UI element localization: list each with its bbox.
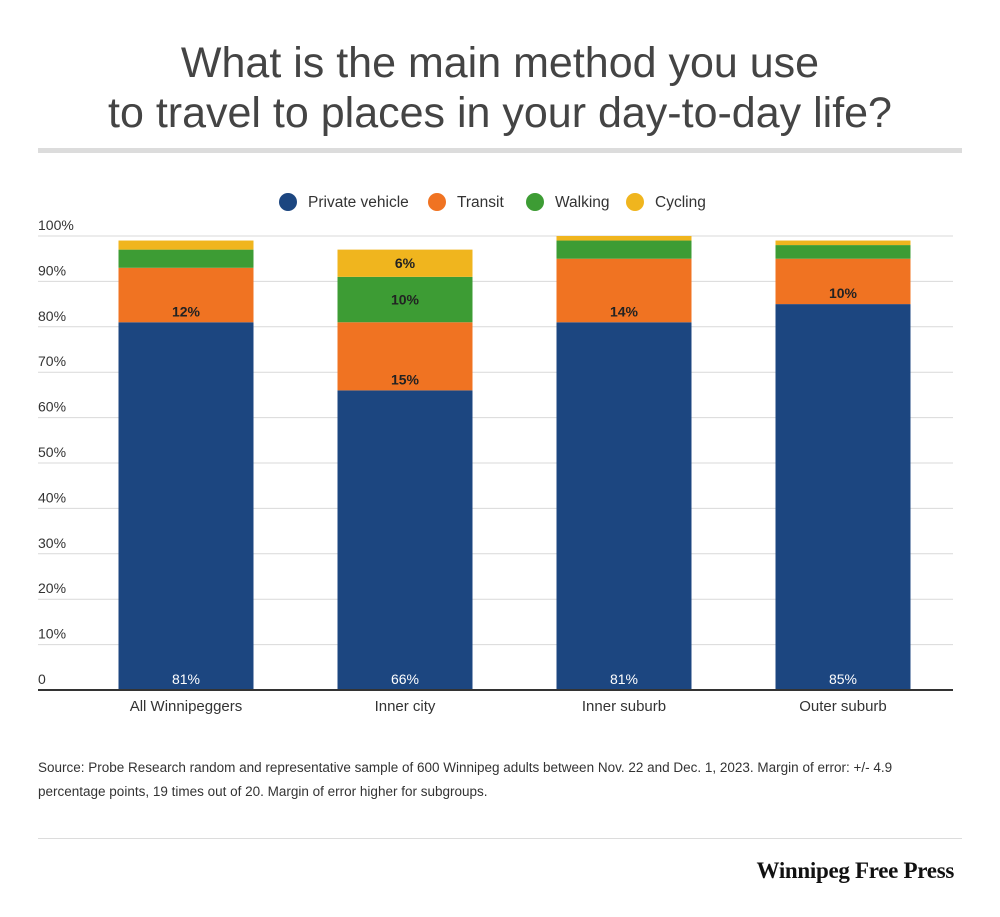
bar-segment-0-0 [118,322,254,690]
data-label-1-3: 6% [395,255,416,271]
data-label-0-0: 81% [172,671,200,687]
title-line-2: to travel to places in your day-to-day l… [108,89,892,137]
y-tick-label-8: 80% [38,308,66,324]
bar-segment-2-1 [556,258,692,323]
y-tick-label-1: 10% [38,626,66,642]
data-label-3-0: 85% [829,671,857,687]
y-tick-label-7: 70% [38,353,66,369]
y-tick-label-3: 30% [38,535,66,551]
y-tick-label-0: 0 [38,671,46,687]
data-label-2-1: 14% [610,303,639,319]
bar-segment-3-1 [775,258,911,305]
title-line-1: What is the main method you use [180,39,820,87]
bar-segment-1-3 [337,249,473,277]
bar-segment-2-0 [556,322,692,690]
brand-logo: Winnipeg Free Press [756,858,955,883]
bar-segment-1-1 [337,322,473,391]
bar-segment-3-0 [775,304,911,690]
x-tick-label-1: Inner city [375,698,436,715]
bar-segment-3-2 [775,245,911,259]
bar-segment-0-1 [118,267,254,323]
x-tick-label-3: Outer suburb [799,698,887,715]
bar-segment-2-2 [556,240,692,259]
data-label-2-0: 81% [610,671,638,687]
y-tick-label-6: 60% [38,399,66,415]
legend-label-0: Private vehicle [308,194,409,211]
x-tick-label-2: Inner suburb [582,698,666,715]
legend-label-1: Transit [457,194,504,211]
y-tick-label-10: 100% [38,217,74,233]
data-label-1-1: 15% [391,371,420,387]
chart-title: What is the main method you use to trave… [0,38,1000,138]
legend-swatch-3 [626,193,644,211]
data-label-3-1: 10% [829,285,858,301]
y-tick-label-2: 20% [38,580,66,596]
y-tick-label-4: 40% [38,489,66,505]
title-divider [38,148,962,153]
legend-label-3: Cycling [655,194,706,211]
legend-label-2: Walking [555,194,610,211]
bar-segment-0-2 [118,249,254,268]
bar-segment-3-3 [775,240,911,246]
bar-segment-2-3 [556,236,692,241]
bar-segment-0-3 [118,240,254,250]
stacked-bar-chart: Private vehicle Transit Walking Cycling 0 10%… [38,193,953,715]
legend-swatch-0 [279,193,297,211]
x-tick-label-0: All Winnipeggers [130,698,243,715]
data-label-1-0: 66% [391,671,419,687]
data-label-1-2: 10% [391,292,420,308]
data-label-0-1: 12% [172,303,201,319]
bar-segment-1-2 [337,276,473,323]
y-tick-label-9: 90% [38,262,66,278]
source-note: Source: Probe Research random and repres… [38,760,893,799]
footer-divider [38,838,962,839]
bar-segment-1-0 [337,390,473,690]
legend-swatch-1 [428,193,446,211]
legend-swatch-2 [526,193,544,211]
y-tick-label-5: 50% [38,444,66,460]
